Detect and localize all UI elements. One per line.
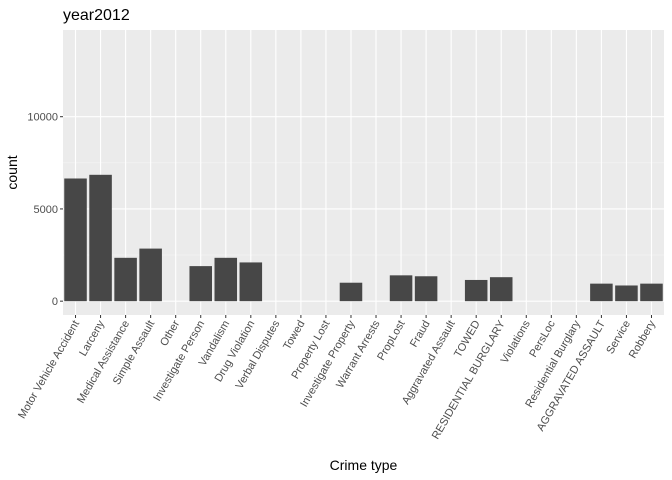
y-tick-label: 0 xyxy=(52,296,58,308)
bar xyxy=(89,174,112,302)
y-axis: 0 5000 10000 xyxy=(27,112,63,308)
bar xyxy=(189,266,212,302)
bar xyxy=(640,283,663,302)
bar xyxy=(139,248,162,302)
bar xyxy=(114,257,137,302)
x-tick-label: Other xyxy=(158,318,182,348)
x-tick-label: Aggravated Assault xyxy=(400,319,458,407)
x-tick-label: Fraud xyxy=(408,319,433,350)
y-axis-title: count xyxy=(4,155,20,189)
bar xyxy=(464,279,488,302)
bar xyxy=(339,282,363,302)
bar xyxy=(239,262,263,302)
chart-title: year2012 xyxy=(63,7,130,24)
x-axis-title: Crime type xyxy=(330,457,398,473)
bar xyxy=(389,275,413,302)
y-tick-label: 10000 xyxy=(27,112,58,124)
y-tick-label: 5000 xyxy=(34,204,58,216)
bar xyxy=(590,283,613,302)
x-tick-label: Motor Vehicle Accident xyxy=(16,319,82,421)
bar xyxy=(414,276,438,302)
bars xyxy=(64,174,663,302)
bar xyxy=(615,285,638,302)
x-tick-label: Towed xyxy=(281,319,307,353)
bar xyxy=(64,178,87,302)
plot-panel xyxy=(63,30,664,315)
bar xyxy=(214,257,238,302)
bar xyxy=(489,277,513,302)
